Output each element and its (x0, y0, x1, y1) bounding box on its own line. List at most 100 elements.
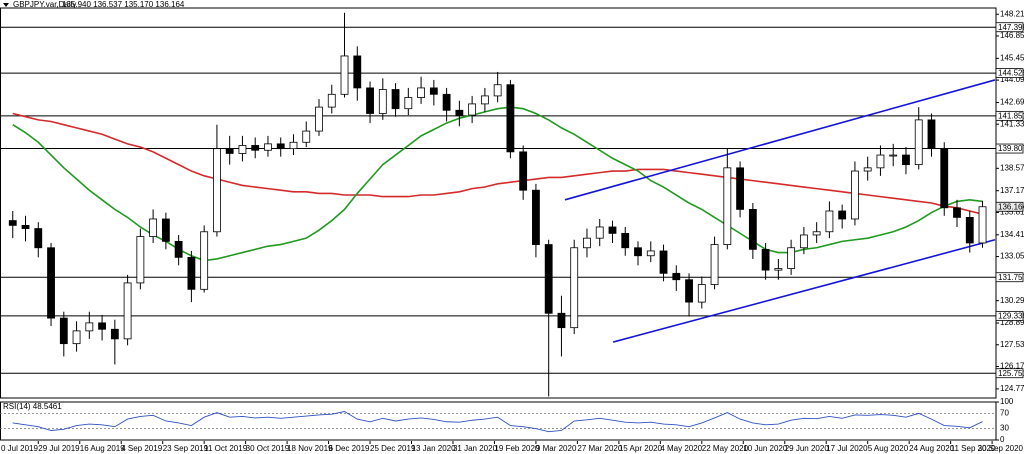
x-tick-label: 22 May 2020 (702, 444, 749, 453)
candle-body (570, 247, 579, 329)
candle-body (187, 256, 196, 290)
candle-body (213, 148, 221, 233)
candle-body (72, 330, 81, 345)
candle-body (455, 109, 464, 116)
candle-body (595, 226, 604, 239)
candle-body (59, 317, 68, 345)
candle-body (493, 84, 502, 97)
candle-body (532, 189, 540, 245)
candle-body (34, 228, 43, 249)
menu-arrow[interactable] (3, 3, 9, 7)
candle-body (47, 247, 55, 319)
y-tick-label: 70 (1000, 409, 1009, 418)
trendline (612, 238, 996, 343)
y-tick-label: 133.050 (1000, 252, 1024, 261)
candle-body (940, 148, 949, 209)
candle-body (340, 55, 349, 95)
candle-body (264, 143, 272, 151)
candle-body (659, 250, 668, 274)
level-box (995, 272, 1024, 283)
x-tick-label: 31 Jan 2020 (453, 444, 498, 453)
candle-body (710, 244, 719, 285)
y-tick-label: 100 (1000, 397, 1014, 406)
candle-body (21, 224, 30, 229)
level-box (995, 143, 1024, 154)
candle-body (812, 231, 821, 236)
candle-body (85, 322, 94, 332)
x-tick-label: 29 Jun 2020 (785, 444, 830, 453)
candle-body (736, 167, 744, 210)
candle-body (123, 282, 132, 340)
candle-body (838, 210, 847, 220)
candle-body (583, 237, 591, 249)
last-price-box (995, 201, 1024, 212)
candle-body (161, 218, 170, 242)
level-box (995, 22, 1024, 33)
x-tick-label: 29 Jul 2019 (38, 444, 80, 453)
candle-body (914, 119, 923, 166)
x-tick-label: 4 May 2020 (660, 444, 702, 453)
y-tick-label: 127.530 (1000, 340, 1024, 349)
y-tick-label: 141.330 (1000, 119, 1024, 128)
candle-body (417, 87, 425, 98)
candle-body (748, 208, 757, 250)
candle-body (378, 89, 387, 114)
candle-body (429, 87, 438, 95)
candle-body (327, 93, 336, 108)
y-tick-label: 134.410 (1000, 230, 1024, 239)
candle-body (174, 240, 183, 258)
candle-body (136, 236, 145, 284)
candle-body (110, 328, 119, 340)
candle-body (557, 312, 566, 329)
level-label: 125.751 (998, 369, 1024, 378)
candle-body (519, 151, 528, 191)
level-label: 139.807 (998, 144, 1024, 153)
candle-body (799, 234, 808, 249)
candle-body (480, 95, 489, 105)
x-tick-label: 23 Sep 2019 (163, 444, 209, 453)
candle-body (761, 248, 770, 271)
x-tick-label: 4 Sep 2019 (121, 444, 162, 453)
y-tick-label: 130.290 (1000, 296, 1024, 305)
candle-body (353, 55, 362, 89)
level-box (995, 368, 1024, 379)
level-label: 129.338 (998, 311, 1024, 320)
candle-body (876, 154, 885, 169)
candle-body (98, 322, 106, 330)
level-label: 147.398 (998, 23, 1024, 32)
candle-body (787, 247, 796, 269)
y-tick-label: 144.090 (1000, 75, 1024, 84)
level-box (995, 110, 1024, 121)
x-tick-label: 18 Nov 2019 (287, 444, 333, 453)
moving-average (12, 106, 983, 262)
candle-body (953, 207, 961, 218)
candle-body (442, 93, 451, 111)
x-tick-label: 16 Aug 2019 (80, 444, 125, 453)
candle-body (851, 170, 859, 220)
y-tick-label: 0 (1000, 435, 1005, 444)
level-box (995, 310, 1024, 321)
candle-body (978, 206, 987, 244)
candle-body (8, 220, 17, 226)
candle-body (685, 279, 693, 303)
candle-body (315, 106, 323, 132)
candle-body (825, 210, 834, 233)
x-tick-label: 17 Jul 2020 (826, 444, 868, 453)
trendline (564, 79, 996, 201)
x-tick-label: 24 Aug 2020 (909, 444, 954, 453)
level-label: 141.851 (998, 111, 1024, 120)
x-tick-label: 5 Aug 2020 (868, 444, 909, 453)
y-tick-label: 128.890 (1000, 318, 1024, 327)
level-box (995, 68, 1024, 78)
level-label: 144.529 (998, 69, 1024, 78)
x-tick-label: 27 Mar 2020 (577, 444, 622, 453)
candle-body (672, 272, 681, 281)
candle-body (608, 226, 617, 234)
candle-body (965, 216, 974, 244)
x-tick-label: 25 Dec 2019 (370, 444, 416, 453)
candle-body (544, 244, 553, 314)
candle-body (634, 247, 642, 257)
